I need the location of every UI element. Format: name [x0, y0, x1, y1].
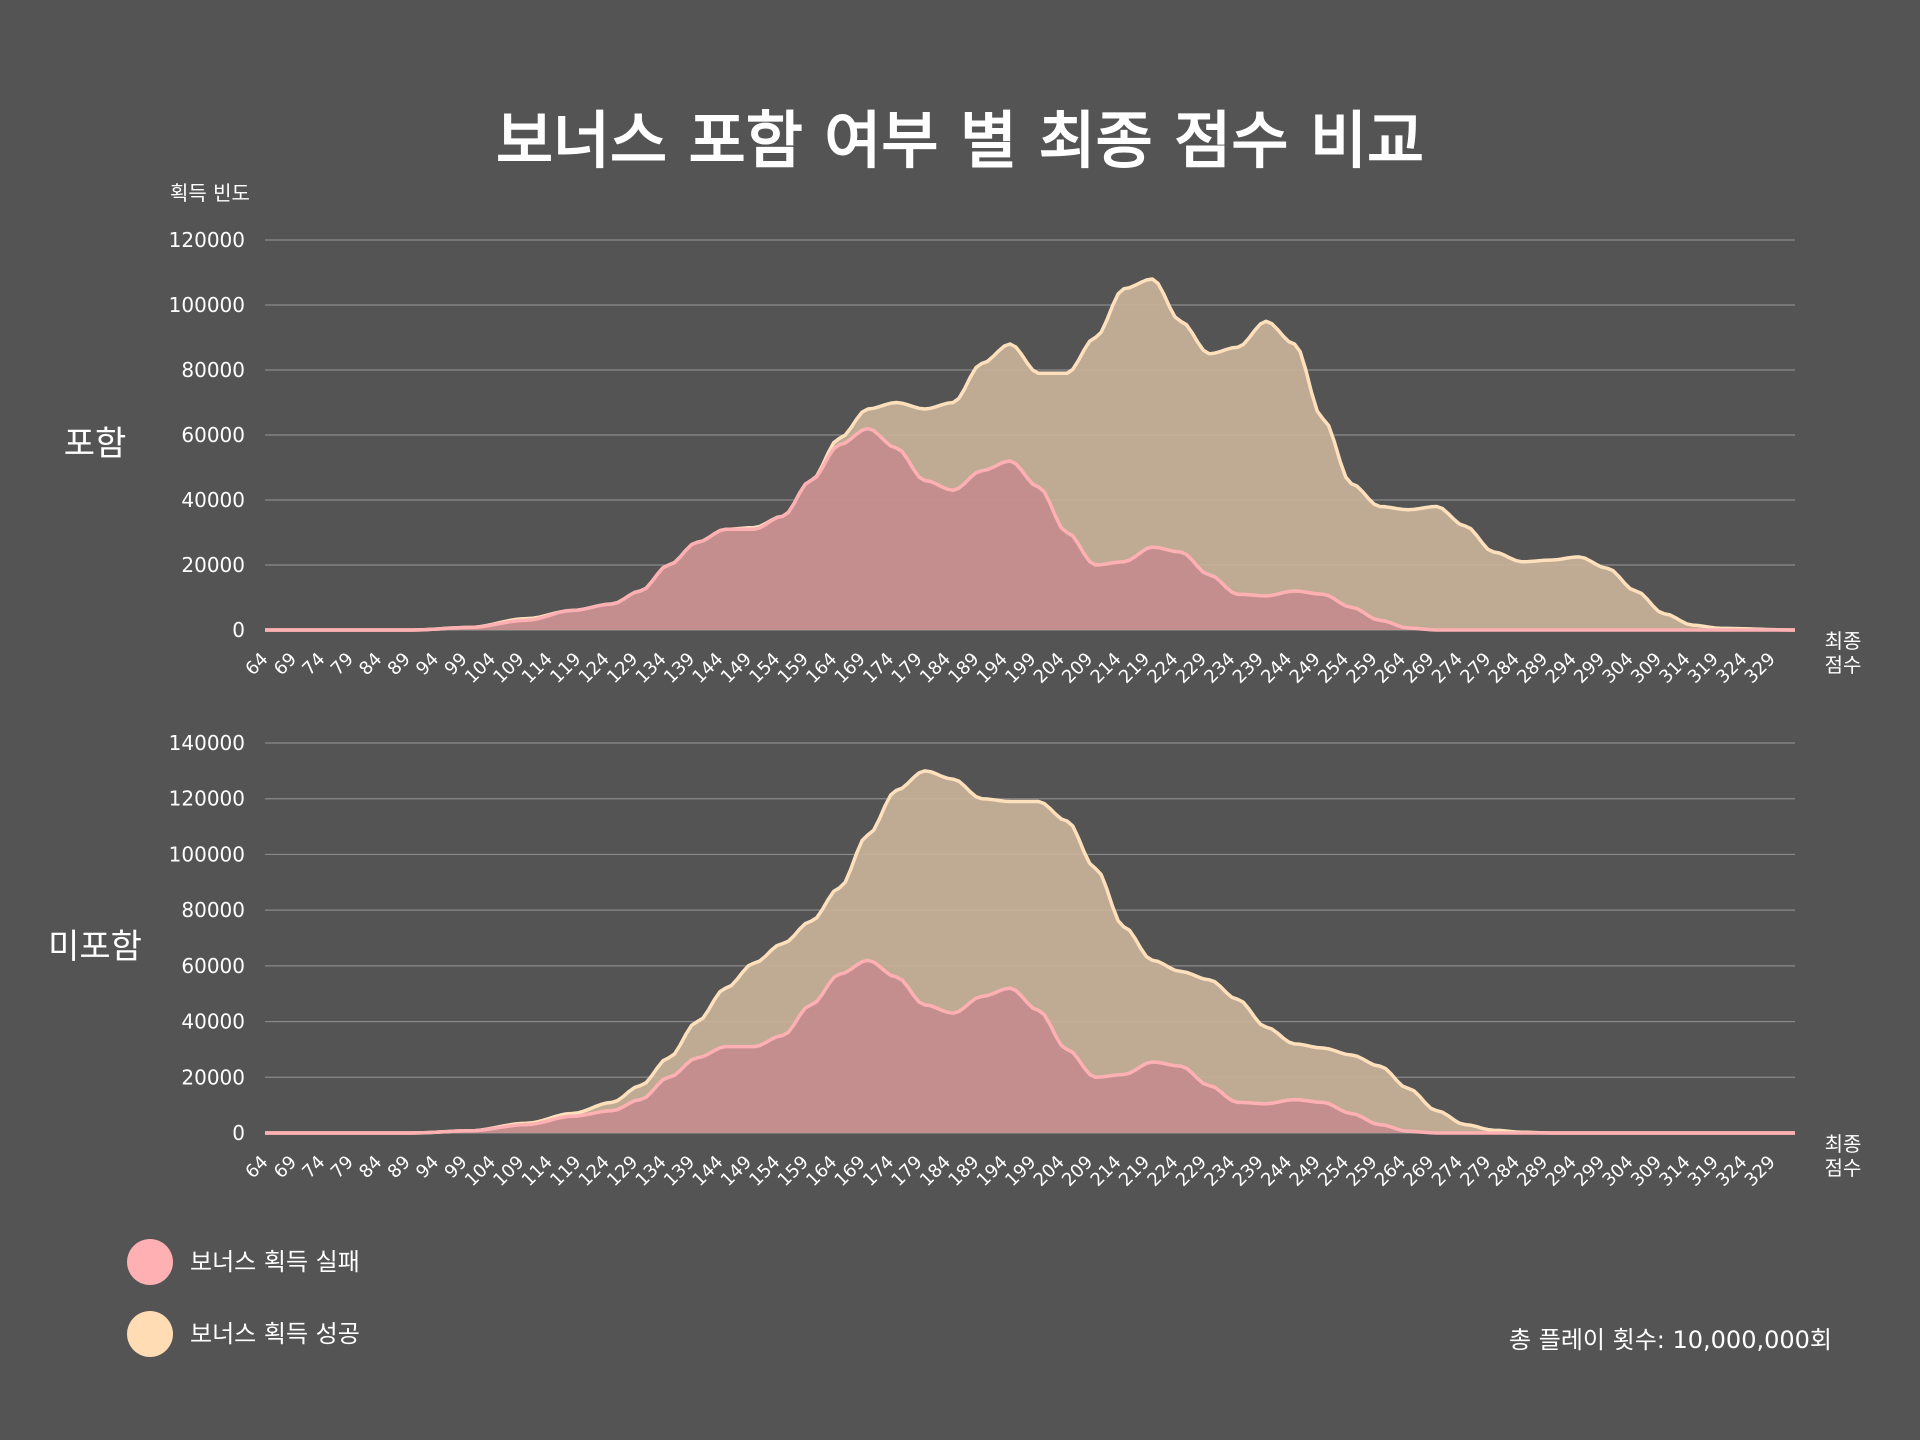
- y-tick-label: 60000: [181, 423, 245, 447]
- y-tick-label: 20000: [181, 553, 245, 577]
- y-tick-label: 100000: [169, 293, 245, 317]
- area-fail: [265, 428, 1795, 630]
- x-tick-label: 64: [241, 1152, 272, 1183]
- legend-label-fail: 보너스 획득 실패: [190, 1248, 360, 1276]
- chart-title: 보너스 포함 여부 별 최종 점수 비교: [496, 104, 1424, 177]
- y-tick-label: 20000: [181, 1065, 245, 1089]
- total-plays-note: 총 플레이 횟수: 10,000,000회: [1509, 1326, 1832, 1354]
- x-tick-label: 64: [241, 649, 272, 680]
- y-tick-label: 80000: [181, 358, 245, 382]
- y-tick-label: 60000: [181, 954, 245, 978]
- y-tick-label: 140000: [169, 731, 245, 755]
- x-tick-label: 69: [270, 649, 301, 680]
- x-tick-label: 94: [412, 649, 443, 680]
- y-axis-label: 획득 빈도: [170, 181, 250, 205]
- y-tick-label: 120000: [169, 228, 245, 252]
- y-tick-label: 120000: [169, 787, 245, 811]
- area-success: [265, 279, 1795, 630]
- x-tick-label: 84: [355, 1152, 386, 1183]
- x-tick-label: 74: [298, 1152, 329, 1183]
- x-tick-label: 329: [1741, 649, 1780, 688]
- y-tick-label: 100000: [169, 842, 245, 866]
- x-tick-label: 89: [384, 1152, 415, 1183]
- x-tick-label: 79: [327, 649, 358, 680]
- panel-without-bonus: 미포함 0 20000 40000 60000 80000 100000 120000 1400…: [48, 731, 1861, 1191]
- x-tick-label: 94: [412, 1152, 443, 1183]
- legend-swatch-fail: [127, 1239, 173, 1285]
- y-tick-label: 40000: [181, 488, 245, 512]
- x-axis-label-line2: 점수: [1825, 653, 1862, 677]
- x-axis-label-line1: 최종: [1825, 629, 1862, 653]
- legend-label-success: 보너스 획득 성공: [190, 1320, 360, 1348]
- area-success: [265, 770, 1795, 1133]
- panel-label: 미포함: [48, 927, 142, 967]
- y-tick-label: 0: [232, 1121, 245, 1145]
- y-tick-label: 0: [232, 618, 245, 642]
- x-tick-label: 79: [327, 1152, 358, 1183]
- line-fail: [265, 426, 1795, 632]
- y-tick-label: 80000: [181, 898, 245, 922]
- y-tick-label: 40000: [181, 1010, 245, 1034]
- x-tick-label: 84: [355, 649, 386, 680]
- area-fail: [265, 960, 1795, 1133]
- x-tick-label: 329: [1741, 1152, 1780, 1191]
- panel-label: 포함: [64, 424, 127, 464]
- line-fail: [265, 958, 1795, 1135]
- x-axis-label-line1: 최종: [1825, 1132, 1862, 1156]
- x-axis-label-line2: 점수: [1825, 1156, 1862, 1180]
- x-tick-label: 69: [270, 1152, 301, 1183]
- legend: 보너스 획득 실패 보너스 획득 성공: [127, 1239, 360, 1357]
- panel-with-bonus: 포함02000040000600008000010000012000064697…: [64, 228, 1862, 688]
- x-tick-label: 74: [298, 649, 329, 680]
- x-tick-label: 89: [384, 649, 415, 680]
- legend-swatch-success: [127, 1311, 173, 1357]
